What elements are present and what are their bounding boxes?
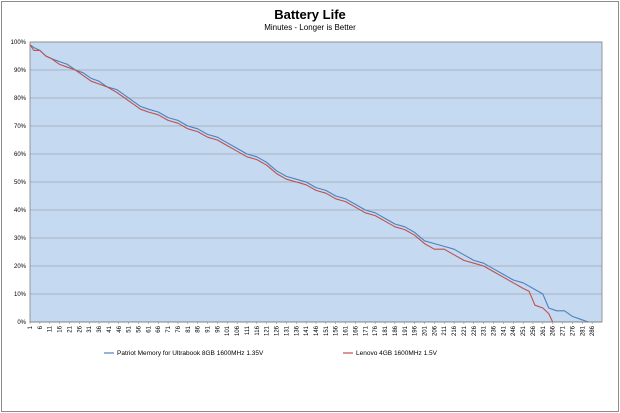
y-tick-label: 50% (14, 180, 27, 186)
x-tick-label: 271 (561, 325, 567, 336)
series-lines (29, 44, 589, 323)
series-line (29, 44, 589, 323)
x-tick-label: 46 (117, 325, 123, 332)
x-tick-label: 131 (284, 325, 290, 336)
x-tick-label: 56 (136, 325, 142, 332)
y-tick-label: 70% (14, 124, 27, 130)
x-tick-label: 156 (334, 325, 340, 336)
x-tick-label: 246 (511, 325, 517, 336)
x-tick-label: 101 (225, 325, 231, 336)
x-tick-label: 146 (314, 325, 320, 336)
x-tick-label: 241 (501, 325, 507, 336)
x-tick-label: 76 (176, 325, 182, 332)
x-tick-label: 141 (304, 325, 310, 336)
y-axis: 0% 10% 20% 30% 40% 50% 60% 70% 80% 90% 100% (11, 40, 27, 326)
y-tick-label: 90% (14, 68, 27, 74)
y-tick-label: 30% (14, 236, 27, 242)
x-tick-label: 91 (206, 325, 212, 332)
x-tick-label: 196 (413, 325, 419, 336)
x-tick-label: 151 (324, 325, 330, 336)
legend-label: Lenovo 4GB 1600MHz 1.5V (356, 350, 438, 357)
x-tick-label: 31 (87, 325, 93, 332)
legend-label: Patriot Memory for Ultrabook 8GB 1600MHz… (117, 350, 264, 357)
x-tick-label: 181 (383, 325, 389, 336)
x-tick-label: 266 (551, 325, 557, 336)
x-tick-label: 236 (492, 325, 498, 336)
x-tick-label: 276 (570, 325, 576, 336)
x-tick-label: 231 (482, 325, 488, 336)
y-tick-label: 100% (11, 40, 27, 46)
x-tick-label: 66 (156, 325, 162, 332)
x-tick-label: 26 (77, 325, 83, 332)
x-tick-label: 216 (452, 325, 458, 336)
x-tick-label: 86 (196, 325, 202, 332)
series-line (29, 44, 554, 323)
x-tick-label: 106 (235, 325, 241, 336)
x-tick-label: 1 (28, 325, 34, 329)
x-tick-label: 161 (344, 325, 350, 336)
x-tick-label: 221 (462, 325, 468, 336)
y-tick-label: 40% (14, 208, 27, 214)
x-tick-label: 111 (245, 325, 251, 335)
x-tick-label: 281 (580, 325, 586, 336)
x-tick-label: 96 (215, 325, 221, 332)
x-tick-label: 171 (363, 325, 369, 336)
x-tick-label: 211 (442, 325, 448, 335)
x-tick-label: 126 (275, 325, 281, 336)
x-tick-label: 176 (373, 325, 379, 336)
y-tick-label: 0% (17, 320, 26, 326)
x-tick-label: 41 (107, 325, 113, 332)
x-tick-label: 206 (432, 325, 438, 336)
x-axis: 1 6 11 16 21 26 31 36 41 46 51 56 61 66 71 76 81 86 91 96 10… (28, 321, 602, 336)
x-tick-label: 21 (67, 325, 73, 332)
legend: Patriot Memory for Ultrabook 8GB 1600MHz… (104, 350, 438, 357)
x-tick-label: 81 (186, 325, 192, 332)
y-tick-label: 20% (14, 264, 27, 270)
y-tick-label: 80% (14, 96, 27, 102)
x-tick-label: 11 (48, 325, 54, 332)
x-tick-label: 261 (541, 325, 547, 336)
x-tick-label: 116 (255, 325, 261, 335)
x-tick-label: 201 (422, 325, 428, 336)
x-tick-label: 121 (265, 325, 271, 336)
x-tick-label: 61 (146, 325, 152, 332)
x-tick-label: 286 (590, 325, 596, 336)
x-tick-label: 251 (521, 325, 527, 336)
x-tick-label: 256 (531, 325, 537, 336)
x-tick-label: 16 (58, 325, 64, 332)
y-tick-label: 60% (14, 152, 27, 158)
x-tick-label: 186 (393, 325, 399, 336)
chart-subtitle: Minutes - Longer is Better (264, 23, 356, 32)
x-tick-label: 71 (166, 325, 172, 332)
x-tick-label: 191 (403, 325, 409, 336)
x-tick-label: 36 (97, 325, 103, 332)
x-tick-label: 166 (353, 325, 359, 336)
x-tick-label: 6 (38, 325, 44, 329)
y-tick-label: 10% (14, 292, 27, 298)
x-tick-label: 136 (294, 325, 300, 336)
x-tick-label: 51 (127, 325, 133, 332)
chart-title: Battery Life (274, 7, 346, 22)
x-tick-label: 226 (472, 325, 478, 336)
